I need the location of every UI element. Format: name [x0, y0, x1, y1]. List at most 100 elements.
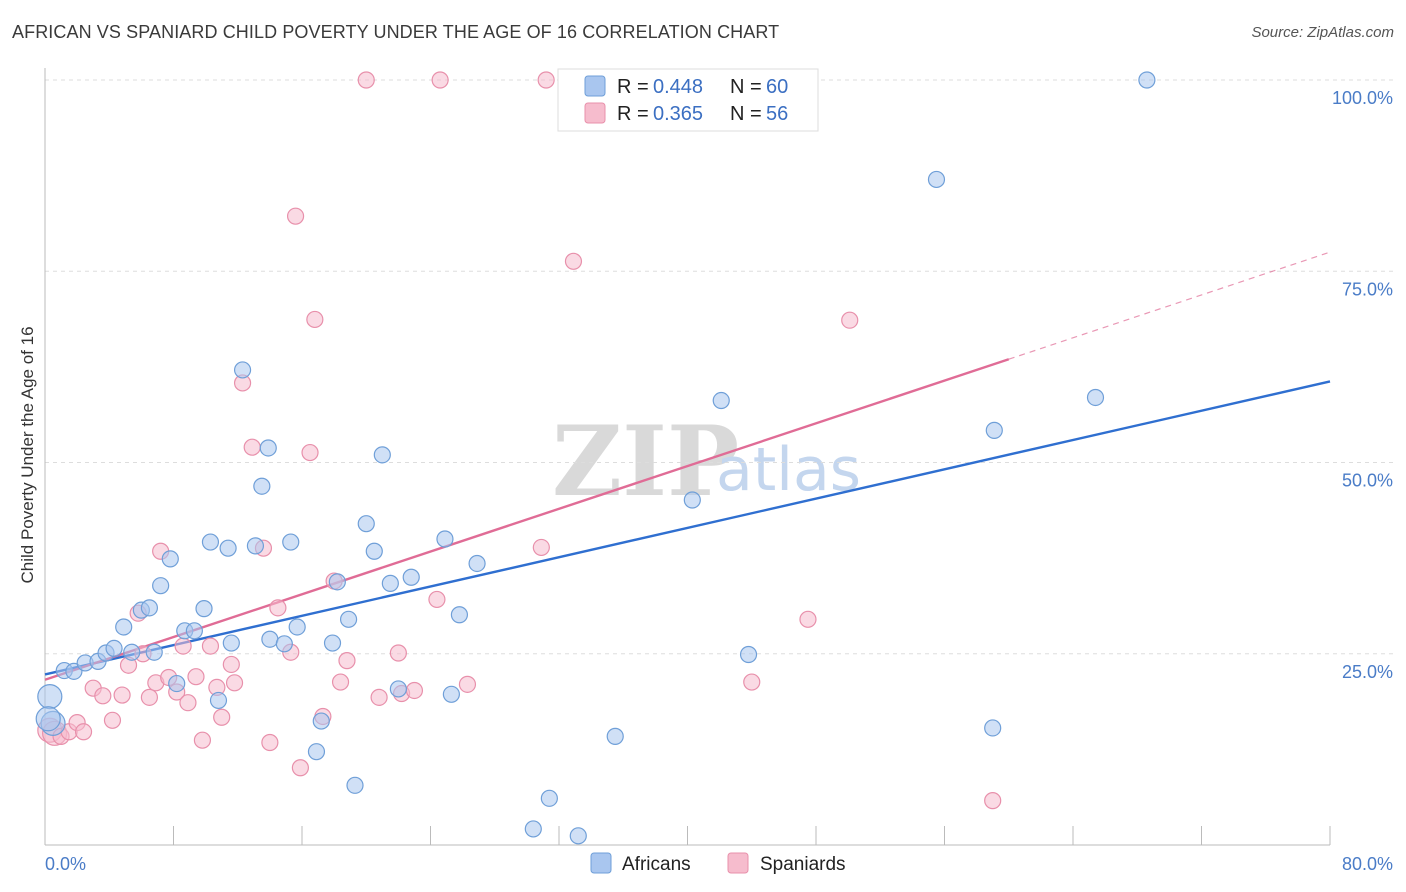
africans-point: [606, 727, 624, 745]
africans-trend-line: [44, 380, 1331, 676]
trend-layer: [44, 251, 1331, 681]
spaniards-series-swatch: [727, 852, 749, 874]
africans-point: [1138, 71, 1156, 89]
africans-point: [185, 622, 203, 640]
africans-point: [195, 600, 213, 618]
spaniards-point: [269, 599, 287, 617]
africans-point: [927, 170, 946, 189]
africans-point: [328, 573, 346, 591]
spaniards-n-label: N =: [730, 103, 762, 125]
africans-point: [105, 639, 123, 657]
spaniards-point: [94, 687, 112, 705]
spaniards-trend-line: [44, 358, 1010, 681]
africans-point: [739, 645, 758, 664]
africans-point: [683, 491, 701, 509]
africans-point: [540, 789, 558, 807]
spaniards-point: [389, 644, 407, 662]
x-tick-label: 80.0%: [1342, 854, 1393, 874]
spaniards-point: [428, 590, 446, 609]
spaniards-point: [140, 688, 159, 706]
spaniards-point: [103, 711, 122, 729]
africans-point: [436, 530, 454, 548]
x-tick-label: 0.0%: [45, 854, 86, 874]
series-legend: Africans Spaniards: [590, 852, 846, 875]
africans-point: [365, 542, 383, 560]
spaniards-point: [532, 538, 550, 557]
africans-point: [524, 820, 542, 838]
africans-point: [402, 568, 420, 586]
spaniards-series-label: Spaniards: [760, 854, 846, 875]
africans-point: [712, 391, 730, 410]
africans-r-label: R =: [617, 76, 649, 98]
watermark-zip: ZIP: [552, 405, 739, 518]
spaniards-point: [370, 688, 388, 706]
africans-point: [312, 712, 330, 730]
y-axis-label: Child Poverty Under the Age of 16: [18, 326, 37, 583]
spaniards-point: [174, 637, 192, 655]
y-tick-label: 50.0%: [1342, 471, 1393, 491]
africans-point: [288, 618, 306, 636]
africans-point: [201, 533, 220, 551]
spaniards-point: [458, 675, 477, 693]
spaniards-point: [286, 207, 305, 225]
spaniards-point: [213, 708, 231, 726]
spaniards-legend-swatch: [584, 102, 606, 124]
africans-point: [307, 743, 326, 761]
africans-point: [323, 634, 342, 652]
spaniards-point: [222, 655, 240, 674]
spaniards-r-label: R =: [617, 103, 649, 125]
spaniards-point: [291, 759, 309, 777]
africans-point: [282, 533, 300, 551]
spaniards-point: [225, 674, 244, 692]
africans-legend-swatch: [584, 75, 606, 97]
chart-title: AFRICAN VS SPANIARD CHILD POVERTY UNDER …: [12, 22, 780, 42]
spaniards-point: [201, 637, 220, 655]
spaniards-point: [984, 792, 1002, 810]
africans-point: [259, 439, 277, 457]
spaniards-point: [564, 252, 583, 270]
africans-point: [35, 706, 61, 732]
spaniards-point: [113, 686, 131, 704]
spaniards-point: [301, 443, 319, 462]
africans-point: [233, 361, 252, 379]
spaniards-point: [331, 673, 350, 691]
africans-point: [389, 680, 407, 698]
spaniards-point: [179, 694, 197, 712]
spaniards-point: [74, 723, 93, 741]
africans-point: [450, 606, 469, 624]
africans-series-label: Africans: [622, 854, 691, 875]
africans-point: [161, 550, 179, 568]
source-credit: Source: ZipAtlas.com: [1251, 24, 1394, 41]
spaniards-point: [743, 673, 761, 691]
africans-point: [275, 635, 293, 653]
africans-point: [984, 719, 1002, 737]
africans-point: [115, 618, 133, 636]
spaniards-point: [338, 652, 356, 670]
africans-point: [442, 685, 460, 703]
y-tick-label: 75.0%: [1342, 279, 1393, 299]
spaniards-point: [187, 668, 205, 686]
africans-point: [253, 477, 271, 495]
africans-point: [145, 643, 163, 661]
stats-legend: R = 0.448 N = 60 R = 0.365 N = 56: [557, 68, 819, 132]
spaniards-point: [537, 71, 555, 89]
spaniards-point: [243, 438, 261, 456]
africans-point: [1086, 388, 1105, 407]
spaniards-point: [193, 731, 212, 749]
spaniards-point: [799, 610, 817, 628]
africans-point: [140, 599, 159, 617]
africans-point: [985, 421, 1003, 439]
spaniards-point: [841, 311, 859, 329]
spaniards-point: [431, 71, 449, 89]
africans-point: [209, 691, 228, 710]
africans-point: [339, 610, 358, 628]
africans-point: [123, 643, 141, 661]
africans-series-swatch: [590, 852, 612, 874]
africans-point: [373, 446, 391, 464]
africans-point: [168, 674, 186, 693]
spaniards-r-value: 0.365: [653, 103, 703, 125]
africans-point: [222, 634, 240, 652]
africans-point: [569, 827, 587, 845]
spaniards-n-value: 56: [766, 103, 788, 125]
